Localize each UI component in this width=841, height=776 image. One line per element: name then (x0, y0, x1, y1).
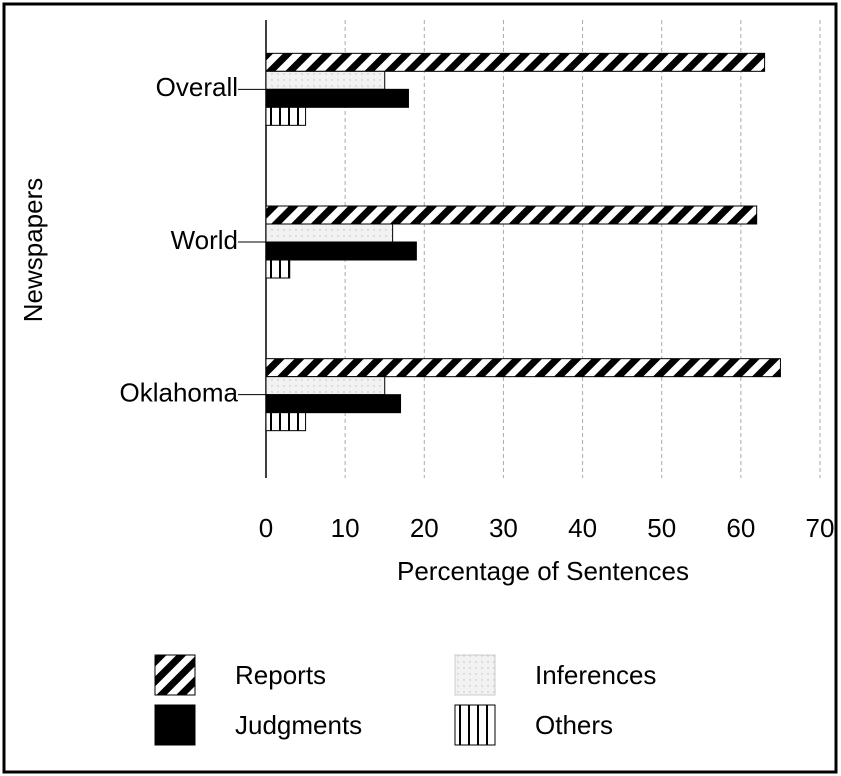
bar (265, 205, 758, 225)
bar (265, 88, 409, 108)
y-tick-label: World (171, 225, 238, 255)
legend-label: Inferences (535, 660, 656, 690)
legend-swatch (454, 654, 496, 696)
x-axis-label: Percentage of Sentences (397, 556, 689, 586)
bar (265, 223, 394, 243)
x-tick-label: 20 (410, 513, 439, 543)
bar (265, 394, 402, 414)
legend-label: Others (535, 710, 613, 740)
legend-swatch (154, 654, 196, 696)
legend-swatch (154, 704, 196, 746)
x-tick-label: 10 (331, 513, 360, 543)
legend-label: Reports (235, 660, 326, 690)
bar (265, 259, 291, 279)
bar (265, 241, 417, 261)
x-tick-label: 50 (647, 513, 676, 543)
legend-label: Judgments (235, 710, 362, 740)
bar (265, 412, 307, 432)
y-tick-label: Overall (156, 72, 238, 102)
bar (265, 106, 307, 126)
bar (265, 376, 386, 396)
legend-swatch (454, 704, 496, 746)
y-tick-label: Oklahoma (120, 378, 239, 408)
x-tick-label: 60 (726, 513, 755, 543)
bar (265, 358, 781, 378)
x-tick-label: 40 (568, 513, 597, 543)
bar (265, 70, 386, 90)
y-axis-label: Newspapers (18, 178, 48, 323)
x-tick-label: 70 (806, 513, 835, 543)
x-tick-label: 30 (489, 513, 518, 543)
x-tick-label: 0 (259, 513, 273, 543)
bar (265, 52, 766, 72)
